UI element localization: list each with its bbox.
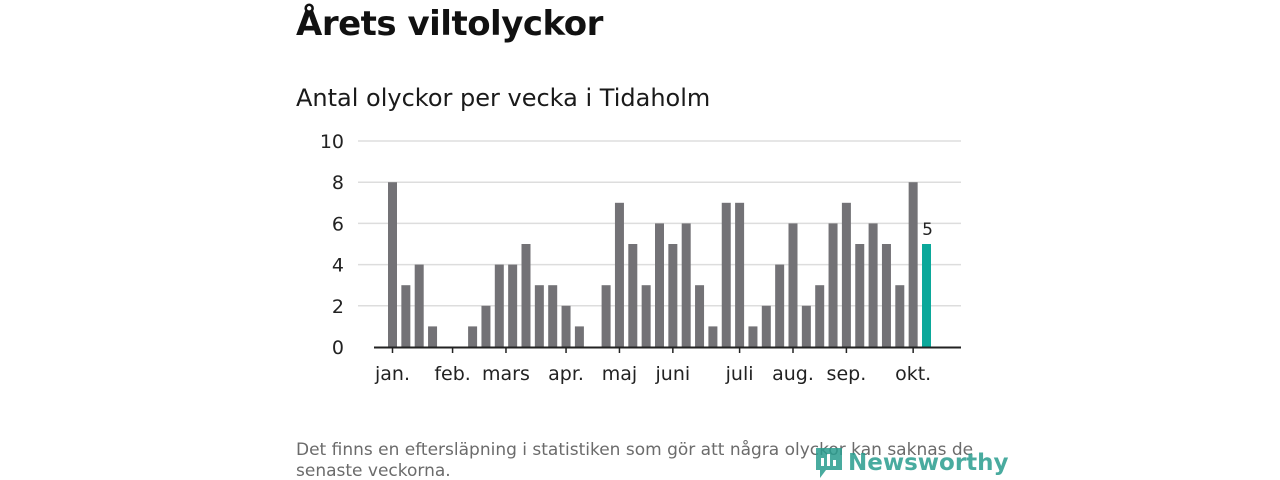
bar	[521, 244, 531, 347]
bar	[775, 264, 785, 347]
bar	[868, 223, 878, 347]
bar	[881, 244, 891, 347]
bar	[468, 326, 478, 347]
bar	[574, 326, 584, 347]
y-axis-ticks: 0 2 4 6 8 10	[320, 131, 344, 359]
x-tick-label: juni	[655, 363, 691, 385]
bar	[841, 202, 851, 347]
bar	[561, 305, 571, 347]
x-tick-label: apr.	[548, 363, 584, 385]
x-tick-label: juli	[725, 363, 754, 385]
y-tick-label: 6	[332, 213, 344, 235]
bar	[548, 285, 558, 347]
bar	[481, 305, 491, 347]
bar	[641, 285, 651, 347]
bar	[735, 202, 745, 347]
y-tick-label: 0	[332, 337, 344, 359]
bar	[628, 244, 638, 347]
bar	[908, 182, 918, 347]
y-tick-label: 8	[332, 172, 344, 194]
bar	[788, 223, 798, 347]
bar-highlight	[922, 244, 931, 347]
newsworthy-logo-icon	[816, 448, 842, 478]
bar	[801, 305, 811, 347]
bar	[748, 326, 758, 347]
bar	[855, 244, 865, 347]
bar	[655, 223, 664, 347]
bar	[761, 305, 771, 347]
x-tick-label: maj	[602, 363, 637, 385]
bar	[508, 264, 518, 347]
page-title: Årets viltolyckor	[296, 4, 603, 44]
bar	[401, 285, 411, 347]
x-axis-ticks: jan. feb. mars apr. maj juni juli aug. sep. okt.	[374, 347, 931, 385]
bar	[895, 285, 905, 347]
bar	[428, 326, 438, 347]
highlight-value-label: 5	[922, 220, 933, 240]
x-tick-label: aug.	[772, 363, 814, 385]
x-tick-label: mars	[482, 363, 530, 385]
bar	[721, 202, 731, 347]
bar	[414, 264, 424, 347]
bar	[388, 182, 397, 347]
bar	[815, 285, 825, 347]
footnote: Det finns en eftersläpning i statistiken…	[296, 440, 974, 480]
bar	[695, 285, 705, 347]
x-tick-label: okt.	[895, 363, 931, 385]
bars	[388, 182, 931, 347]
newsworthy-logo-text: Newsworthy	[848, 450, 1009, 476]
bar	[668, 244, 678, 347]
bar	[681, 223, 691, 347]
bar	[601, 285, 611, 347]
y-tick-label: 4	[332, 255, 344, 277]
bar	[534, 285, 544, 347]
bar	[828, 223, 838, 347]
newsworthy-logo: Newsworthy	[814, 446, 1009, 480]
bar	[494, 264, 504, 347]
y-tick-label: 2	[332, 296, 344, 318]
bar	[708, 326, 718, 347]
x-tick-label: jan.	[374, 363, 410, 385]
y-tick-label: 10	[320, 131, 344, 153]
x-tick-label: feb.	[434, 363, 470, 385]
x-tick-label: sep.	[827, 363, 867, 385]
bar	[614, 202, 624, 347]
chart-subtitle: Antal olyckor per vecka i Tidaholm	[296, 84, 711, 112]
